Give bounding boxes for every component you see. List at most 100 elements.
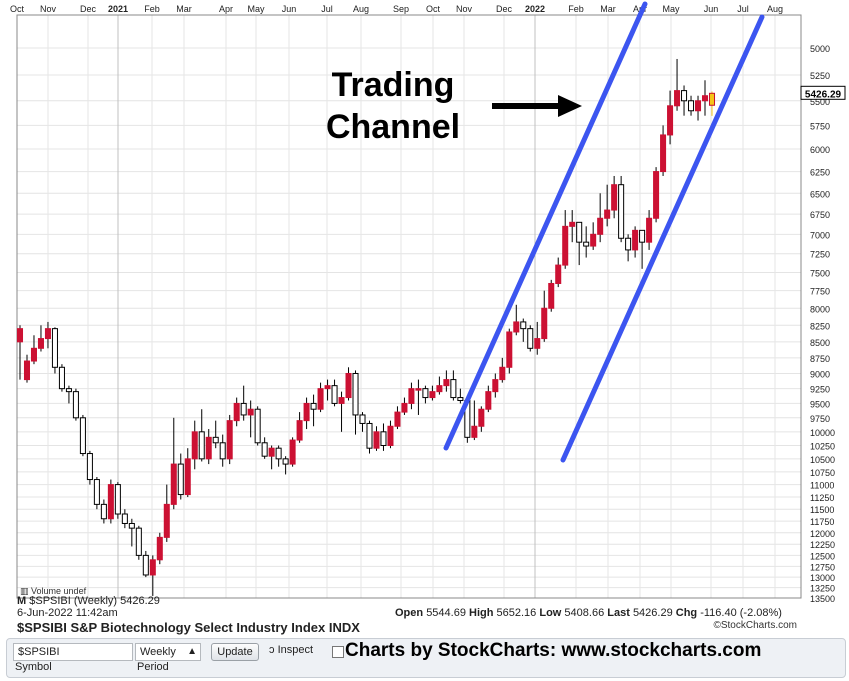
- y-tick-label: 11500: [810, 505, 834, 515]
- x-tick-label: Jul: [737, 4, 749, 14]
- candle-body: [701, 95, 709, 102]
- y-tick-label: 7750: [810, 287, 830, 297]
- candle-body: [485, 391, 492, 410]
- candle-body: [394, 411, 401, 427]
- x-tick-label: Mar: [176, 4, 192, 14]
- candle-body: [583, 241, 590, 247]
- x-tick-label: Apr: [219, 4, 233, 14]
- candle-body: [240, 402, 247, 416]
- y-tick-label: 10250: [810, 441, 835, 451]
- x-axis-labels: Oct Nov Dec 2021 Feb Mar Apr May Jun Jul Aug Sep Oct…: [10, 4, 783, 14]
- plot-area-border: [16, 14, 802, 599]
- update-button[interactable]: Update: [211, 643, 259, 661]
- trading-channel-annotation: Trading Channel: [313, 64, 473, 148]
- period-label: Period: [137, 661, 169, 673]
- candle-body: [541, 307, 548, 340]
- candle-body: [135, 527, 142, 556]
- candle-body: [275, 447, 282, 460]
- x-tick-label: May: [247, 4, 265, 14]
- x-tick-label: Feb: [144, 4, 160, 14]
- chart-title-line: $SPSIBI S&P Biotechnology Select Industr…: [17, 620, 360, 635]
- y-tick-label: 13500: [810, 594, 835, 604]
- y-tick-label: 8500: [810, 338, 830, 348]
- y-tick-label: 7500: [810, 269, 830, 279]
- open-label: Open: [395, 607, 424, 619]
- x-tick-label: Aug: [767, 4, 783, 14]
- y-tick-label: 10000: [810, 428, 835, 438]
- candle-body: [646, 217, 653, 243]
- candle-body: [408, 388, 415, 404]
- candle-body: [177, 463, 184, 496]
- open-value: 5544.69: [426, 607, 466, 619]
- chg-label: Chg: [675, 607, 698, 619]
- chevron-up-icon: ▲: [187, 646, 197, 657]
- candle-body: [324, 385, 331, 390]
- ohlc-readout: Open 5544.69 High 5652.16 Low 5408.66 La…: [395, 607, 782, 619]
- candle-body: [653, 171, 660, 219]
- candle-body: [450, 379, 457, 399]
- candle-body: [289, 439, 296, 465]
- chart-title: $SPSIBI S&P Biotechnology Select Industr…: [17, 620, 360, 635]
- candle-body: [534, 338, 541, 349]
- y-tick-label: 11750: [810, 517, 834, 527]
- candle-body: [184, 458, 191, 496]
- y-tick-label: 13000: [810, 573, 835, 583]
- candle-body: [520, 321, 527, 330]
- current-price-label: 5426.29: [805, 89, 842, 100]
- candle-body: [44, 328, 51, 340]
- annotation-arrow: [492, 95, 582, 117]
- candle-body: [282, 458, 289, 465]
- y-tick-label: 9000: [810, 369, 830, 379]
- candle-body: [422, 388, 429, 399]
- y-tick-label: 9500: [810, 399, 830, 409]
- x-tick-label: Nov: [40, 4, 57, 14]
- inspect-toggle[interactable]: ↄ Inspect: [269, 644, 313, 656]
- candle-body: [310, 402, 317, 410]
- inspect-icon: ↄ: [269, 644, 275, 656]
- candle-body: [513, 321, 520, 333]
- candle-body: [86, 453, 93, 481]
- candle-body: [72, 391, 79, 419]
- candle-body: [30, 347, 37, 362]
- candle-body: [156, 536, 163, 561]
- symbol-input[interactable]: $SPSIBI: [13, 643, 133, 661]
- candle-body: [79, 417, 86, 455]
- x-tick-label: Feb: [568, 4, 584, 14]
- y-tick-label: 6500: [810, 189, 830, 199]
- chart-date-line: 6-Jun-2022 11:42am: [17, 607, 118, 619]
- low-value: 5408.66: [564, 607, 605, 619]
- current-price-box: 5426.29: [800, 85, 846, 100]
- x-tick-label: Aug: [353, 4, 369, 14]
- chart-control-panel: $SPSIBI Symbol Weekly ▲ Period Update ↄ …: [6, 638, 846, 678]
- candle-body: [667, 105, 674, 136]
- candle-body: [555, 264, 562, 284]
- period-select[interactable]: Weekly ▲: [135, 643, 201, 661]
- series-legend: M $SPSIBI (Weekly) 5426.29: [17, 595, 160, 607]
- inspect-checkbox[interactable]: [332, 646, 344, 658]
- y-tick-label: 8000: [810, 304, 830, 314]
- y-tick-label: 6000: [810, 145, 830, 155]
- y-tick-label: 7000: [810, 230, 830, 240]
- x-tick-label: 2021: [108, 4, 128, 14]
- arrow-head: [558, 95, 582, 117]
- candle-body: [198, 431, 205, 460]
- y-tick-label: 8750: [810, 354, 830, 364]
- candle-body: [16, 328, 24, 343]
- x-tick-label: Dec: [496, 4, 513, 14]
- candle-body: [660, 134, 667, 173]
- candle-body: [471, 425, 478, 438]
- y-tick-label: 5000: [810, 44, 830, 54]
- candle-body: [366, 422, 373, 449]
- candle-body: [345, 372, 352, 399]
- y-tick-label: 10500: [810, 455, 835, 465]
- candle-body: [387, 425, 394, 446]
- x-tick-label: Oct: [10, 4, 25, 14]
- candle-body: [457, 397, 464, 401]
- symbol-label: Symbol: [15, 661, 52, 673]
- candle-body: [443, 379, 450, 387]
- candle-body: [100, 503, 107, 520]
- candle-body: [359, 414, 366, 424]
- candle-body: [93, 479, 100, 505]
- y-tick-label: 6250: [810, 168, 830, 178]
